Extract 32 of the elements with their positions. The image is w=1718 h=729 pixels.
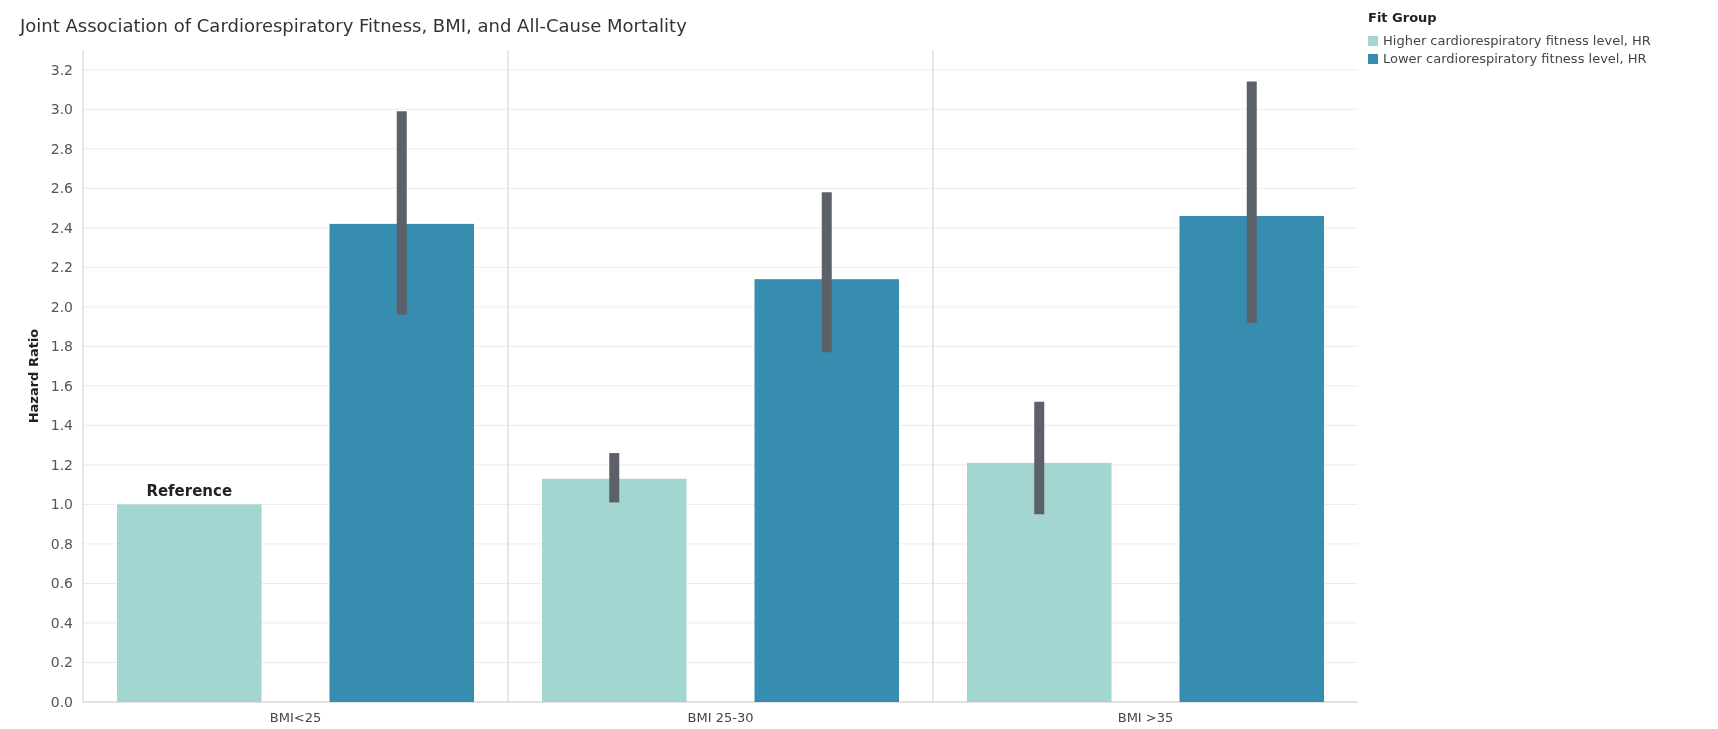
y-tick-label: 0.2 — [50, 654, 73, 671]
y-tick-label: 2.4 — [50, 219, 74, 236]
y-tick-label: 1.4 — [50, 417, 74, 434]
y-tick-label: 1.0 — [50, 496, 73, 513]
bar — [1179, 215, 1324, 702]
y-tick-label: 0.0 — [50, 693, 73, 710]
y-tick-label: 3.0 — [50, 101, 73, 118]
legend-title: Fit Group — [1368, 10, 1437, 25]
chart-title: Joint Association of Cardiorespiratory Fitness, BMI, and All-Cause Mortality — [19, 15, 688, 36]
bar — [967, 462, 1112, 702]
y-tick-label: 1.6 — [50, 377, 74, 394]
x-tick-label: BMI 25-30 — [687, 710, 754, 725]
bar — [329, 223, 474, 702]
y-tick-label: 3.2 — [50, 61, 73, 78]
legend-label: Lower cardiorespiratory fitness level, HR — [1383, 51, 1647, 66]
y-tick-label: 2.6 — [50, 180, 74, 197]
x-tick-label: BMI<25 — [269, 710, 322, 725]
y-tick-label: 2.0 — [50, 298, 73, 315]
y-tick-label: 2.2 — [50, 259, 73, 276]
y-axis-title: Hazard Ratio — [26, 328, 41, 424]
y-tick-label: 1.2 — [50, 456, 73, 473]
y-tick-label: 0.8 — [50, 535, 73, 552]
x-tick-label: BMI >35 — [1117, 710, 1174, 725]
annotation: Reference — [146, 482, 233, 501]
y-tick-label: 0.6 — [50, 575, 74, 592]
legend-label: Higher cardiorespiratory fitness level, HR — [1383, 33, 1651, 48]
y-tick-label: 0.4 — [50, 614, 74, 631]
bar — [117, 504, 262, 702]
y-tick-label: 2.8 — [50, 140, 73, 157]
bar — [542, 478, 687, 702]
y-tick-label: 1.8 — [50, 338, 73, 355]
bar — [754, 279, 899, 702]
